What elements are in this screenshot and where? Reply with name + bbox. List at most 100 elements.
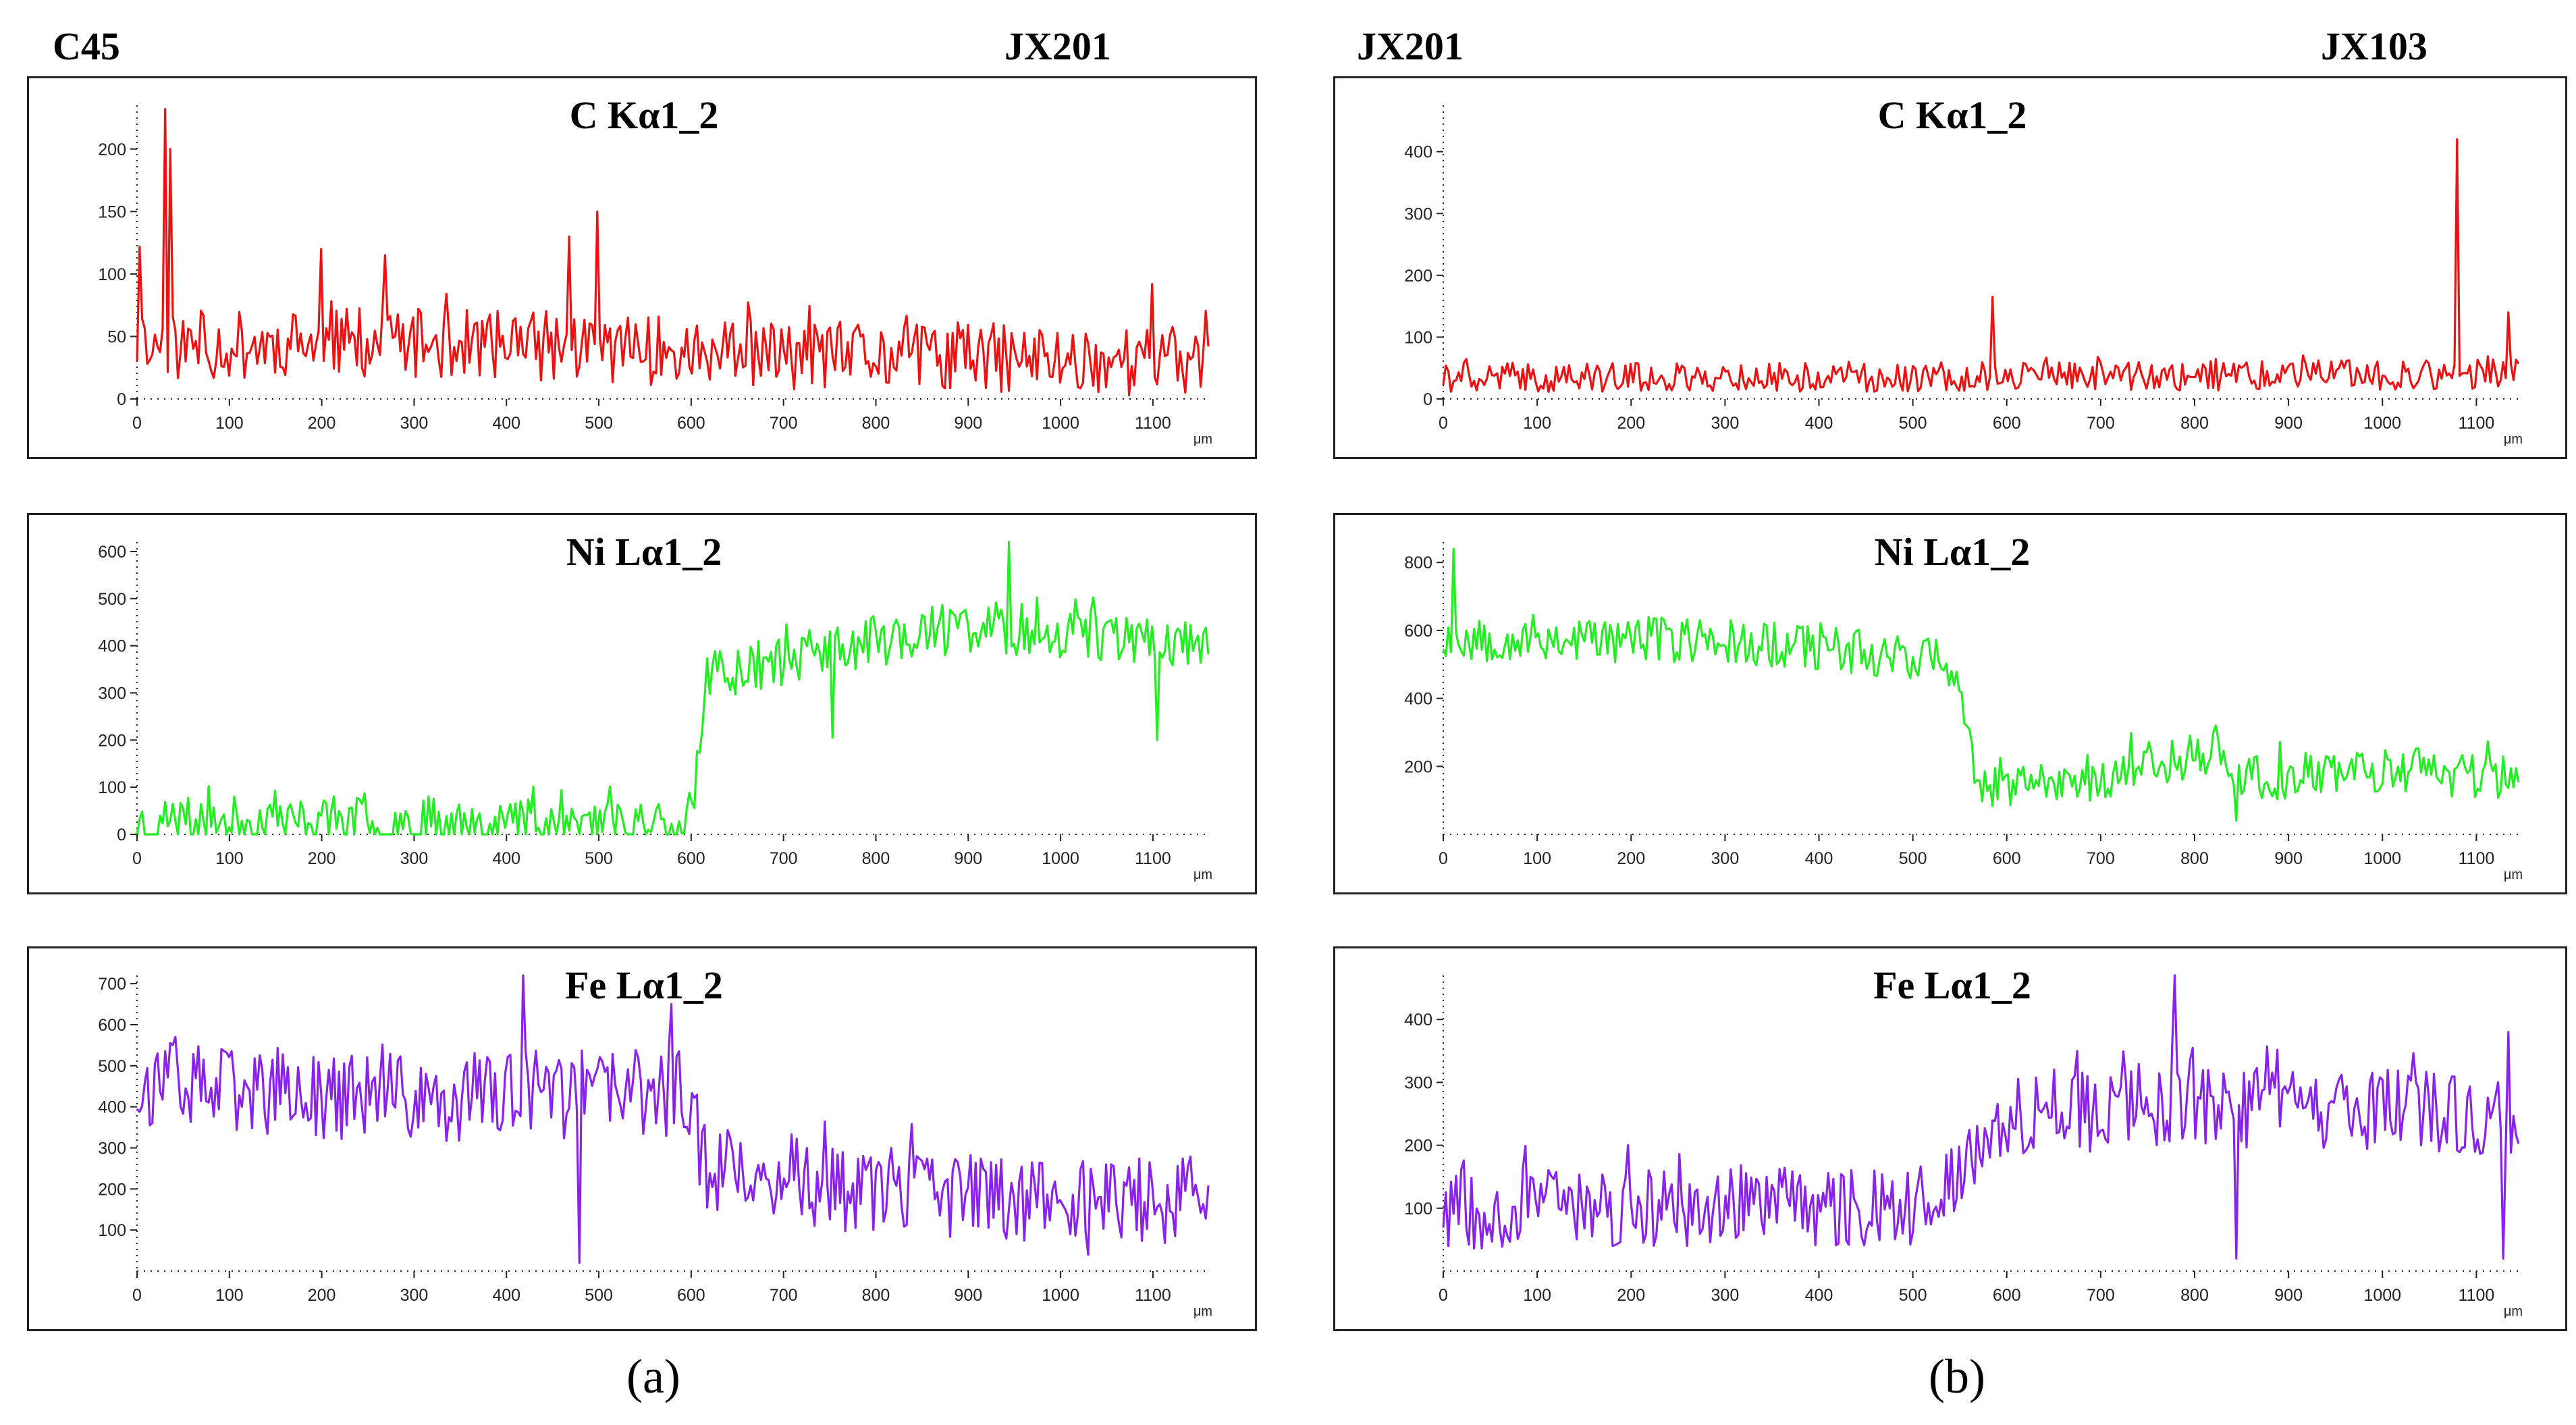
x-tick-label: 400 <box>1805 1286 1833 1305</box>
x-tick-label: 100 <box>1523 414 1551 433</box>
x-tick-label: 900 <box>954 1286 982 1305</box>
y-tick-label: 400 <box>98 637 126 656</box>
y-tick-label: 50 <box>107 327 126 346</box>
right-group-right-label: JX103 <box>2321 24 2427 68</box>
x-unit-label: μm <box>2504 867 2523 882</box>
x-tick-label: 600 <box>677 414 705 433</box>
chart-a-c-kalpha: C Kα1_2 0 50 100 150 200 0 100 200 300 400 500 600 70… <box>98 93 1212 447</box>
x-tick-label: 700 <box>2087 414 2115 433</box>
x-tick-label: 400 <box>1805 414 1833 433</box>
x-tick-label: 0 <box>132 414 142 433</box>
y-tick-label: 0 <box>117 826 126 844</box>
y-tick-label: 600 <box>1404 622 1432 641</box>
series-line-c <box>1442 138 2520 393</box>
y-tick-label: 300 <box>98 1139 126 1158</box>
series-line-c <box>136 108 1210 396</box>
x-tick-label: 400 <box>492 414 520 433</box>
right-group-left-label: JX201 <box>1357 24 1464 68</box>
y-tick-label: 100 <box>98 265 126 284</box>
y-tick-label: 0 <box>117 390 126 409</box>
left-group-left-label: C45 <box>53 24 120 68</box>
x-tick-label: 100 <box>215 414 244 433</box>
series-line-ni <box>136 541 1210 836</box>
chart-b-ni-lalpha: Ni Lα1_2 200 400 600 800 0 100 200 300 400 500 600 7… <box>1404 530 2523 882</box>
chart-a-fe-lalpha: Fe Lα1_2 100 200 300 400 500 600 700 0 100 200 300 4… <box>98 963 1212 1319</box>
x-tick-label: 1100 <box>2459 849 2495 868</box>
chart-title: C Kα1_2 <box>1878 93 2027 137</box>
x-tick-label: 0 <box>1439 414 1448 433</box>
x-unit-label: μm <box>1193 432 1212 447</box>
y-tick-label: 200 <box>98 1180 126 1199</box>
y-tick-label: 150 <box>98 203 126 221</box>
x-tick-label: 600 <box>677 1286 705 1305</box>
chart-panel-b-C: C Kα1_2 0 100 200 300 400 0 100 200 300 400 500 600 7… <box>1333 76 2567 459</box>
x-tick-label: 800 <box>862 1286 890 1305</box>
series-line-fe <box>136 974 1210 1264</box>
x-tick-label: 500 <box>1899 849 1927 868</box>
x-tick-label: 800 <box>862 414 890 433</box>
x-tick-label: 600 <box>1993 1286 2021 1305</box>
y-tick-label: 200 <box>98 140 126 159</box>
x-tick-label: 700 <box>2087 849 2115 868</box>
y-tick-label: 300 <box>98 684 126 703</box>
x-tick-label: 500 <box>585 1286 613 1305</box>
x-tick-label: 900 <box>2274 414 2303 433</box>
x-tick-label: 1100 <box>1135 1286 1171 1305</box>
x-tick-label: 900 <box>2274 849 2303 868</box>
x-tick-label: 500 <box>585 849 613 868</box>
x-tick-label: 600 <box>1993 849 2021 868</box>
chart-title: Ni Lα1_2 <box>1875 530 2031 574</box>
y-tick-label: 400 <box>1404 690 1432 709</box>
x-tick-label: 1100 <box>1135 849 1171 868</box>
x-tick-label: 1000 <box>1042 1286 1079 1305</box>
x-tick-label: 0 <box>1439 1286 1448 1305</box>
y-tick-label: 400 <box>98 1098 126 1117</box>
x-tick-label: 700 <box>770 849 798 868</box>
x-tick-label: 800 <box>2180 1286 2209 1305</box>
x-tick-label: 1000 <box>2363 849 2401 868</box>
y-tick-label: 300 <box>1404 205 1432 223</box>
x-tick-label: 500 <box>1899 414 1927 433</box>
chart-title: Ni Lα1_2 <box>566 530 722 574</box>
x-unit-label: μm <box>2504 1304 2523 1319</box>
chart-a-ni-lalpha: Ni Lα1_2 0 100 200 300 400 500 600 0 100 200 300 400… <box>98 530 1212 882</box>
chart-panel-a-Fe: Fe Lα1_2 100 200 300 400 500 600 700 0 100 200 300 4… <box>27 946 1257 1331</box>
x-tick-label: 200 <box>308 1286 336 1305</box>
y-tick-label: 100 <box>98 778 126 797</box>
chart-title: Fe Lα1_2 <box>565 963 723 1007</box>
y-tick-label: 300 <box>1404 1073 1432 1092</box>
x-tick-label: 100 <box>215 1286 244 1305</box>
x-tick-label: 400 <box>1805 849 1833 868</box>
caption-b: (b) <box>1929 1349 1985 1403</box>
x-tick-label: 1100 <box>2459 1286 2495 1305</box>
x-tick-label: 700 <box>770 1286 798 1305</box>
x-tick-label: 300 <box>1711 414 1740 433</box>
y-tick-label: 200 <box>1404 757 1432 776</box>
x-tick-label: 0 <box>1439 849 1448 868</box>
x-tick-label: 300 <box>1711 1286 1740 1305</box>
x-tick-label: 800 <box>2180 849 2209 868</box>
x-tick-label: 200 <box>308 849 336 868</box>
x-tick-label: 1000 <box>2363 414 2401 433</box>
chart-panel-b-Fe: Fe Lα1_2 100 200 300 400 0 100 200 300 400 500 600 7… <box>1333 946 2567 1331</box>
chart-panel-b-Ni: Ni Lα1_2 200 400 600 800 0 100 200 300 400 500 600 7… <box>1333 513 2567 894</box>
x-tick-label: 900 <box>954 849 982 868</box>
x-tick-label: 900 <box>954 414 982 433</box>
x-tick-label: 200 <box>308 414 336 433</box>
y-tick-label: 500 <box>98 1057 126 1076</box>
y-tick-label: 100 <box>1404 1200 1432 1218</box>
x-tick-label: 900 <box>2274 1286 2303 1305</box>
left-group-right-label: JX201 <box>1004 24 1111 68</box>
x-tick-label: 400 <box>492 849 520 868</box>
y-tick-label: 600 <box>98 1016 126 1035</box>
x-tick-label: 300 <box>400 414 429 433</box>
y-tick-label: 100 <box>98 1221 126 1240</box>
y-tick-label: 600 <box>98 543 126 562</box>
y-tick-label: 400 <box>1404 143 1432 162</box>
x-tick-label: 300 <box>1711 849 1740 868</box>
x-tick-label: 700 <box>2087 1286 2115 1305</box>
y-tick-label: 200 <box>1404 267 1432 286</box>
y-tick-label: 400 <box>1404 1011 1432 1029</box>
series-line-fe <box>1442 974 2520 1260</box>
x-tick-label: 800 <box>2180 414 2209 433</box>
